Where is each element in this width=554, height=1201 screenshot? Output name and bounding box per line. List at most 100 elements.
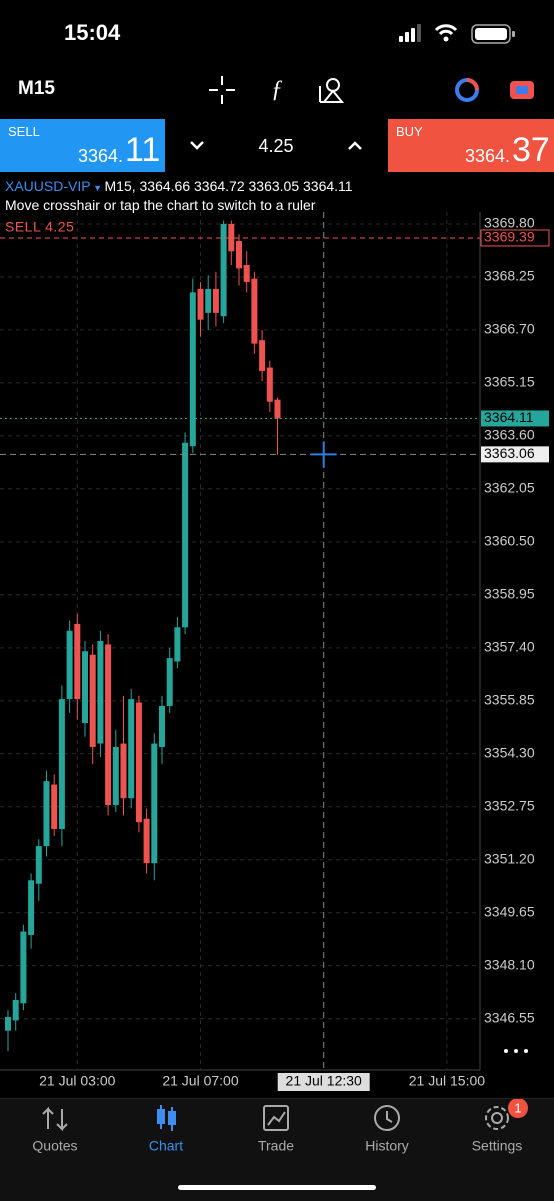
candle-body (112, 746, 119, 806)
sell-price-small: 11 (125, 131, 161, 169)
candle-body (143, 818, 150, 864)
tab-bar: 1 Quotes Chart Trade History Settings (0, 1098, 554, 1201)
candle-body (274, 399, 281, 419)
y-tick-label: 3369.80 (484, 215, 535, 231)
buy-button[interactable]: BUY 3364. 37 (388, 119, 554, 172)
candle-body (228, 223, 235, 252)
objects-tool[interactable] (319, 78, 345, 103)
bid-price-box (481, 410, 549, 427)
buy-price-main: 3364. (464, 146, 510, 166)
candle-body (182, 442, 189, 628)
order-price-box (480, 229, 550, 247)
candle-body (82, 651, 88, 724)
chart: 3369.80 3368.25 3366.70 3365.15 3363.60 3362.… (0, 212, 550, 1091)
sell-price-main: 3364. (77, 146, 123, 166)
y-tick-label: 3346.55 (484, 1009, 535, 1025)
more-dot (524, 1049, 528, 1053)
y-tick-label: 3363.60 (484, 427, 535, 443)
y-tick-label: 3368.25 (484, 268, 535, 284)
x-tick-label: 21 Jul 03:00 (39, 1073, 115, 1089)
candle-body (151, 743, 158, 864)
crosshair-time-box (277, 1073, 370, 1091)
ohlc: M15, 3364.66 3364.72 3363.05 3364.11 (104, 178, 353, 194)
tab-label[interactable]: Chart (149, 1138, 183, 1154)
candle-body (12, 999, 19, 1021)
y-tick-label: 3348.10 (484, 956, 535, 972)
more-dot (514, 1049, 518, 1053)
x-tick-label: 21 Jul 07:00 (162, 1073, 238, 1089)
y-tick-label: 3352.75 (484, 797, 535, 813)
y-tick-label: 3365.15 (484, 374, 535, 390)
volume-down[interactable] (190, 141, 204, 150)
y-tick-label: 3362.05 (484, 480, 535, 496)
x-tick-label: 21 Jul 15:00 (409, 1073, 485, 1089)
crosshair-time-label: 21 Jul 12:30 (286, 1073, 362, 1089)
status-icons (399, 24, 515, 44)
volume-control: 4.25 (190, 136, 362, 156)
toolbar-icons: ƒ (209, 76, 345, 104)
candle-body (159, 705, 165, 747)
tab-label[interactable]: Trade (258, 1138, 294, 1154)
sell-label: SELL (8, 124, 40, 139)
candle-body (220, 223, 227, 317)
sell-button[interactable]: SELL 3364. 11 (0, 119, 165, 172)
symbol[interactable]: XAUUSD-VIP (5, 178, 91, 194)
y-tick-label: 3349.65 (484, 903, 535, 919)
candle-body (74, 623, 81, 700)
candle-body (135, 702, 142, 823)
candle-body (251, 278, 258, 344)
candle-body (89, 654, 96, 747)
tab-label[interactable]: History (365, 1138, 409, 1154)
candle-body (51, 784, 58, 830)
y-tick-label: 3355.85 (484, 692, 535, 708)
indicators-tool[interactable]: ƒ (271, 77, 283, 103)
symbol-caret: ▼ (90, 183, 105, 193)
timeframe-button[interactable]: M15 (18, 78, 55, 99)
y-tick-label: 3366.70 (484, 321, 535, 337)
candle-body (236, 241, 242, 269)
candle-body (243, 264, 250, 283)
chart-info: XAUUSD-VIP ▼ M15, 3364.66 3364.72 3363.0… (5, 178, 353, 194)
order-price-label: 3369.39 (484, 229, 535, 245)
candle-body (259, 340, 266, 371)
y-tick-label: 3360.50 (484, 533, 535, 549)
buy-price-small: 37 (512, 131, 550, 169)
crosshair-tool[interactable] (209, 76, 235, 104)
candle-body (105, 644, 112, 806)
tab-label[interactable]: Settings (472, 1138, 523, 1154)
candle-body (189, 292, 196, 447)
chart-hint: Move crosshair or tap the chart to switc… (5, 197, 316, 213)
status-time: 15:04 (64, 20, 121, 45)
candle-body (20, 931, 27, 1004)
candle-body (212, 288, 219, 313)
y-tick-label: 3358.95 (484, 586, 535, 602)
y-tick-label: 3351.20 (484, 850, 535, 866)
candle-body (205, 288, 212, 313)
home-indicator (178, 1185, 376, 1190)
candle-body (43, 781, 50, 847)
more-dot (504, 1049, 508, 1053)
toolbar-right-icons (455, 78, 534, 102)
candle-body (166, 658, 173, 706)
crosshair-price-box (481, 446, 549, 463)
candle-body (120, 743, 127, 799)
buy-label: BUY (396, 124, 423, 139)
tab-label[interactable]: Quotes (32, 1138, 77, 1154)
y-tick-label: 3354.30 (484, 745, 535, 761)
candle-body (128, 699, 135, 799)
volume-value[interactable]: 4.25 (258, 136, 293, 156)
bid-price-label: 3364.11 (484, 409, 534, 425)
tab-icons: 1 Quotes Chart Trade History Settings (32, 1099, 528, 1190)
candle-body (97, 641, 104, 744)
candle-body (5, 1017, 11, 1031)
settings-badge: 1 (514, 1100, 521, 1115)
y-tick-label: 3357.40 (484, 639, 535, 655)
crosshair-price-label: 3363.06 (484, 445, 535, 461)
candle-body (197, 288, 204, 320)
candle-body (66, 630, 73, 700)
candle-body (28, 880, 35, 935)
candle-body (174, 627, 181, 662)
candle-body (35, 846, 42, 884)
volume-up[interactable] (348, 141, 362, 150)
